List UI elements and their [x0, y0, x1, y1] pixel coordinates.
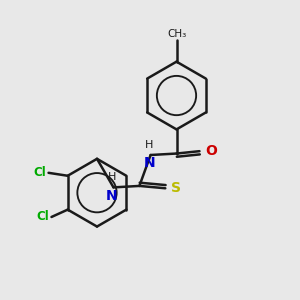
Text: H: H	[108, 172, 116, 182]
Text: N: N	[106, 189, 118, 203]
Text: H: H	[145, 140, 153, 150]
Text: O: O	[205, 144, 217, 158]
Text: N: N	[143, 157, 155, 170]
Text: Cl: Cl	[33, 166, 46, 179]
Text: S: S	[171, 181, 181, 195]
Text: CH₃: CH₃	[167, 29, 186, 39]
Text: Cl: Cl	[36, 211, 49, 224]
